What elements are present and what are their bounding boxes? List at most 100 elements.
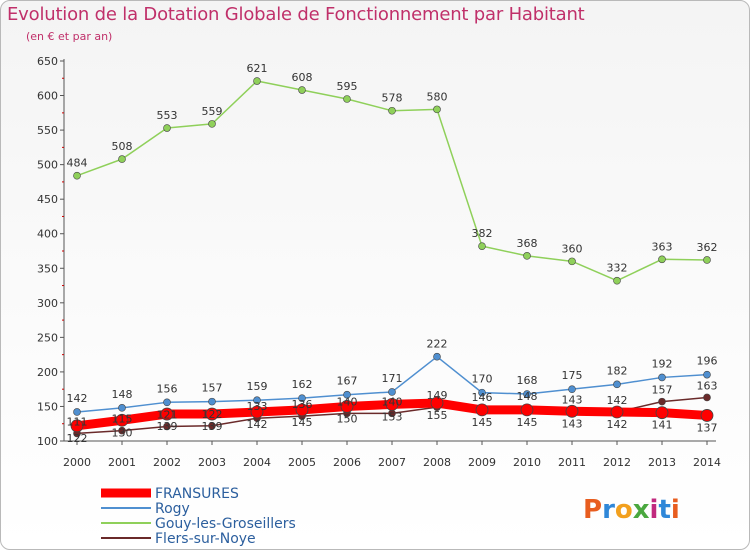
data-point (610, 405, 624, 419)
data-point (163, 124, 171, 132)
legend-label: Rogy (155, 501, 190, 517)
x-tick-label: 2001 (108, 456, 136, 469)
data-label: 192 (652, 357, 673, 370)
data-point (523, 252, 531, 260)
x-tick-label: 2002 (153, 456, 181, 469)
data-label: 171 (382, 372, 403, 385)
data-label: 145 (517, 416, 538, 429)
data-label: 146 (472, 391, 493, 404)
data-label: 137 (697, 421, 718, 434)
data-point (478, 388, 486, 397)
data-label: 143 (562, 393, 583, 406)
data-label: 163 (697, 379, 718, 392)
data-label: 140 (382, 395, 403, 408)
data-point (703, 370, 711, 379)
data-label: 122 (67, 432, 88, 445)
data-point (298, 86, 306, 94)
data-point (163, 398, 171, 407)
data-label: 484 (67, 157, 88, 170)
data-label: 363 (652, 240, 673, 253)
data-label: 145 (292, 416, 313, 429)
data-point (433, 105, 441, 114)
data-point (430, 396, 444, 410)
y-tick-label: 600 (37, 90, 58, 103)
data-label: 150 (337, 412, 358, 425)
y-tick-label: 350 (37, 262, 58, 275)
data-point (703, 256, 711, 264)
data-label: 157 (652, 384, 673, 397)
x-tick-label: 2012 (603, 456, 631, 469)
data-label: 149 (427, 389, 448, 402)
data-label: 162 (292, 378, 313, 391)
data-label: 608 (292, 71, 313, 84)
data-point (658, 255, 666, 264)
data-label: 145 (472, 416, 493, 429)
x-tick-label: 2014 (693, 456, 721, 469)
data-point (385, 397, 399, 411)
data-label: 382 (472, 227, 493, 240)
data-label: 157 (202, 382, 223, 395)
y-tick-label: 500 (37, 159, 58, 172)
data-point (520, 403, 534, 417)
data-point (70, 419, 84, 433)
x-tick-label: 2011 (558, 456, 586, 469)
data-label: 168 (517, 374, 538, 387)
data-label: 559 (202, 105, 223, 118)
data-label: 368 (517, 237, 538, 250)
y-tick-label: 200 (37, 366, 58, 379)
data-point (613, 276, 621, 285)
y-tick-label: 400 (37, 228, 58, 241)
data-label: 142 (67, 392, 88, 405)
data-point (478, 242, 486, 250)
data-point (613, 380, 621, 389)
data-label: 595 (337, 80, 358, 93)
data-label: 553 (157, 109, 178, 122)
data-point (655, 406, 669, 420)
x-tick-label: 2005 (288, 456, 316, 469)
data-label: 332 (607, 262, 628, 275)
data-label: 182 (607, 364, 628, 377)
data-point (295, 403, 309, 417)
x-tick-label: 2007 (378, 456, 406, 469)
data-point (298, 394, 306, 402)
x-tick-label: 2006 (333, 456, 361, 469)
data-label: 362 (697, 241, 718, 254)
data-label: 148 (517, 390, 538, 403)
data-label: 121 (157, 408, 178, 421)
data-label: 141 (652, 419, 673, 432)
data-label: 136 (292, 398, 313, 411)
data-point (340, 400, 354, 413)
data-point (208, 421, 216, 430)
data-point (343, 390, 351, 399)
y-tick-label: 150 (37, 400, 58, 413)
data-point (343, 95, 351, 103)
data-label: 196 (697, 355, 718, 368)
proxiti-logo: Proxiti (583, 495, 680, 525)
data-point (658, 373, 666, 382)
data-label: 115 (112, 413, 133, 426)
legend-label: Flers-sur-Noye (155, 531, 256, 547)
x-tick-label: 2004 (243, 456, 271, 469)
data-label: 156 (157, 382, 178, 395)
y-tick-label: 550 (37, 124, 58, 137)
data-point (433, 352, 441, 361)
data-point (73, 171, 81, 180)
data-point (568, 257, 576, 266)
legend-label: Gouy-les-Groseillers (155, 516, 296, 532)
y-tick-label: 300 (37, 297, 58, 310)
data-label: 153 (382, 410, 403, 423)
data-point (388, 106, 396, 115)
data-label: 170 (472, 373, 493, 386)
data-label: 621 (247, 62, 268, 75)
data-point (73, 408, 81, 416)
data-label: 142 (607, 418, 628, 431)
data-point (163, 422, 171, 431)
data-label: 360 (562, 242, 583, 255)
data-point (700, 409, 714, 422)
data-label: 143 (562, 417, 583, 430)
data-label: 578 (382, 92, 403, 105)
data-point (208, 120, 216, 128)
chart-subtitle: (en € et par an) (26, 30, 113, 43)
data-label: 139 (202, 420, 223, 433)
